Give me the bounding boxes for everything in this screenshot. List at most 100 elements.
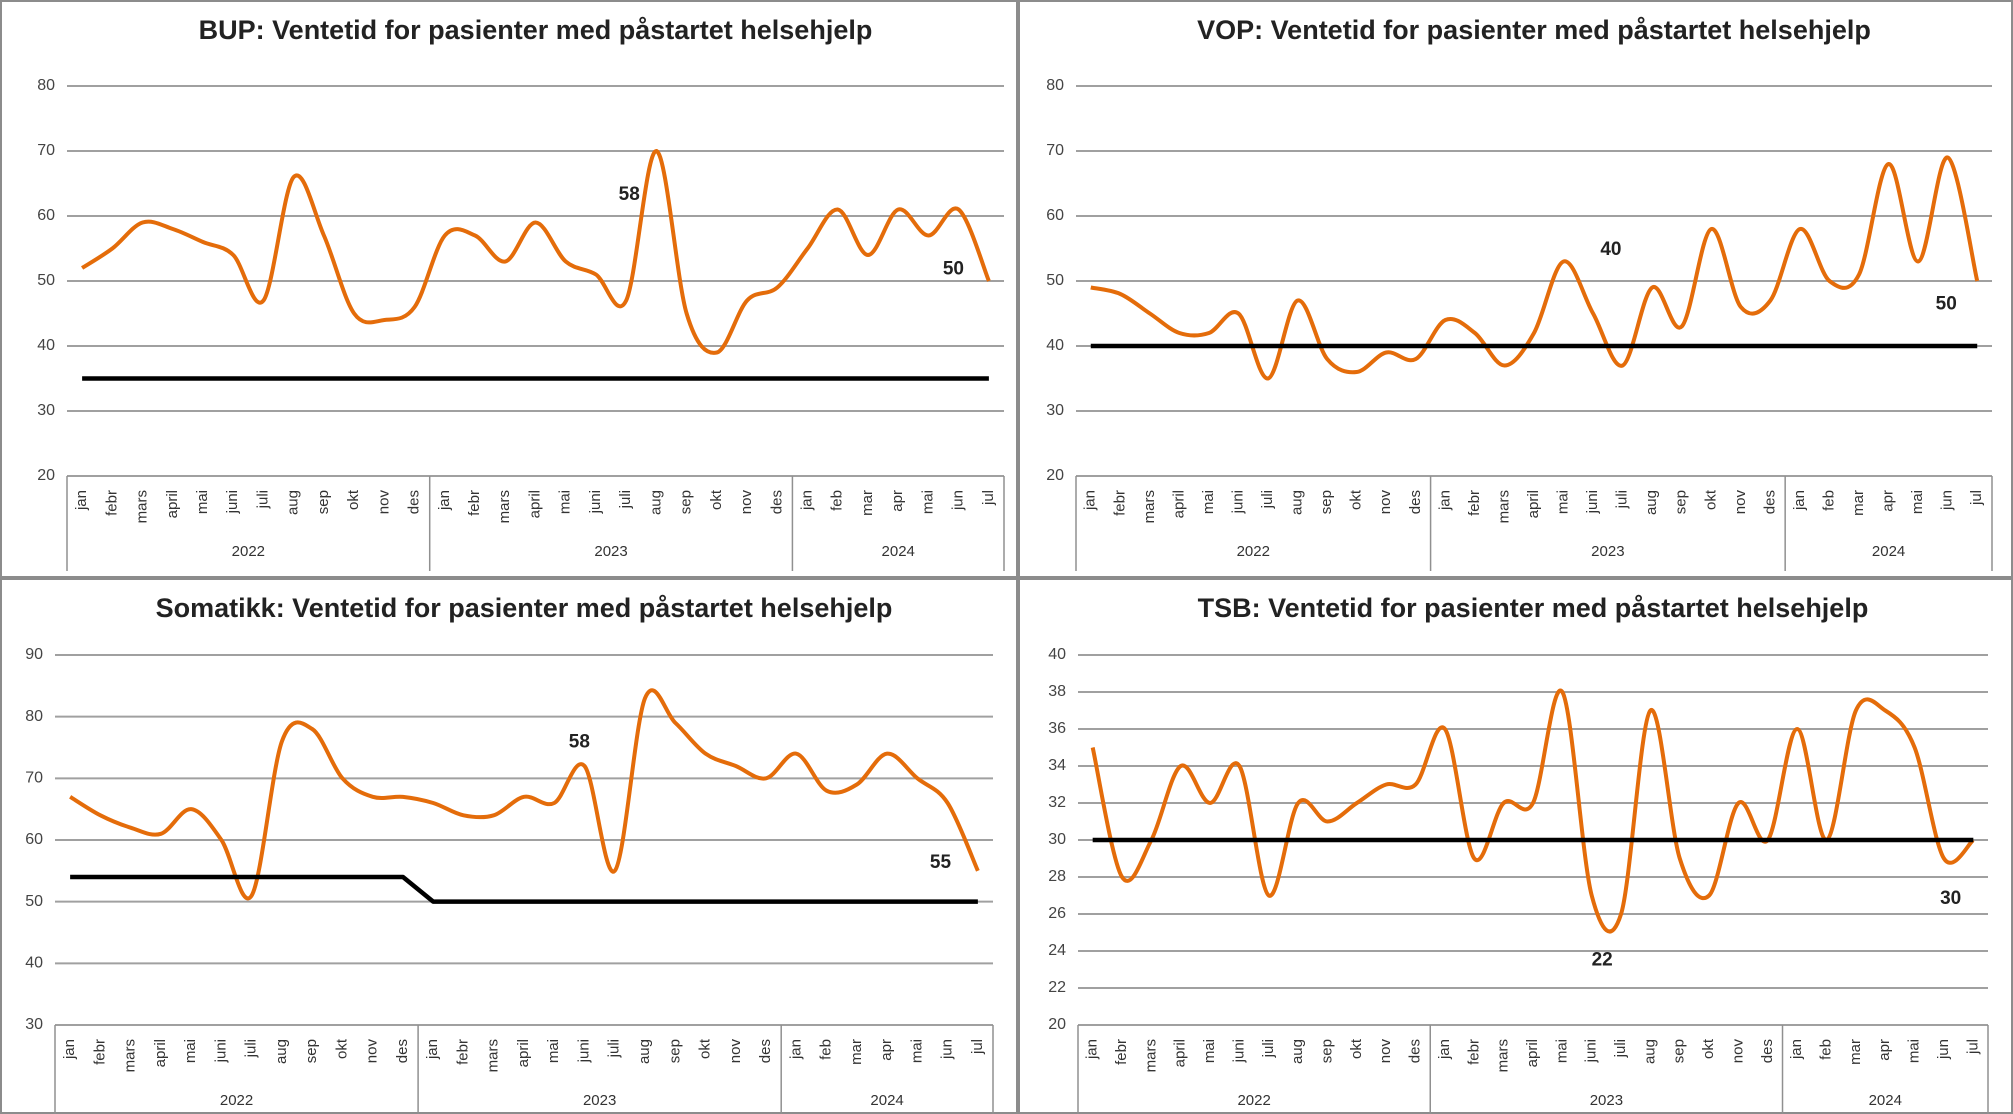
- y-tick-label: 40: [37, 337, 55, 354]
- y-tick-label: 28: [1048, 868, 1066, 885]
- x-tick-label: juni: [212, 1039, 229, 1063]
- x-tick-label: jun: [950, 490, 967, 511]
- x-tick-label: aug: [1289, 490, 1306, 515]
- x-tick-label: nov: [364, 1039, 381, 1064]
- x-tick-label: juni: [1229, 490, 1246, 514]
- x-tick-label: jul: [1968, 490, 1985, 506]
- y-tick-label: 24: [1048, 942, 1066, 959]
- x-tick-label: mars: [134, 490, 151, 523]
- x-tick-label: sep: [678, 490, 695, 514]
- x-tick-label: sep: [1318, 1039, 1335, 1063]
- x-tick-label: jan: [73, 490, 90, 511]
- x-tick-label: des: [1761, 490, 1778, 514]
- x-tick-label: feb: [829, 490, 846, 511]
- x-tick-label: jan: [61, 1039, 78, 1060]
- annotation: 50: [943, 258, 964, 279]
- x-tick-label: jan: [1082, 490, 1099, 511]
- x-tick-label: jul: [980, 490, 997, 506]
- x-tick-label: okt: [1348, 1038, 1365, 1059]
- x-group-label: 2024: [870, 1092, 903, 1109]
- y-tick-label: 38: [1048, 683, 1066, 700]
- x-tick-label: febr: [103, 490, 120, 516]
- x-tick-label: febr: [91, 1039, 108, 1065]
- x-tick-label: des: [1407, 1039, 1424, 1063]
- y-tick-label: 30: [37, 402, 55, 419]
- x-group-label: 2024: [1869, 1092, 1902, 1109]
- x-tick-label: sep: [666, 1039, 683, 1063]
- x-tick-label: apr: [1876, 1039, 1893, 1061]
- x-tick-label: nov: [727, 1039, 744, 1064]
- y-tick-label: 20: [1046, 467, 1064, 484]
- x-tick-label: mars: [1495, 1039, 1512, 1072]
- x-tick-label: des: [1407, 490, 1424, 514]
- x-tick-label: apr: [889, 490, 906, 512]
- x-tick-label: febr: [1111, 490, 1128, 516]
- chart-title: Somatikk: Ventetid for pasienter med pås…: [156, 593, 893, 623]
- x-tick-label: des: [406, 490, 423, 514]
- x-tick-label: jun: [939, 1039, 956, 1060]
- x-group-label: 2023: [594, 543, 627, 560]
- x-tick-label: mai: [1553, 1039, 1570, 1063]
- y-tick-label: 70: [25, 770, 43, 787]
- x-tick-label: mars: [1141, 490, 1158, 523]
- x-tick-label: april: [515, 1039, 532, 1067]
- annotation: 30: [1940, 888, 1961, 909]
- series-line: [1090, 155, 1980, 381]
- x-tick-label: juni: [575, 1039, 592, 1063]
- x-tick-label: sep: [303, 1039, 320, 1063]
- x-tick-label: des: [394, 1039, 411, 1063]
- x-tick-label: mar: [1850, 490, 1867, 516]
- x-tick-label: apr: [1880, 490, 1897, 512]
- x-tick-label: okt: [708, 489, 725, 510]
- y-tick-label: 80: [1046, 77, 1064, 94]
- x-tick-label: april: [1170, 490, 1187, 518]
- x-tick-label: okt: [697, 1038, 714, 1059]
- x-group-label: 2023: [583, 1092, 616, 1109]
- x-tick-label: mai: [919, 490, 936, 514]
- x-tick-label: juli: [606, 1039, 623, 1058]
- x-tick-label: mai: [1201, 1039, 1218, 1063]
- x-tick-label: mars: [496, 490, 513, 523]
- x-group-label: 2022: [220, 1092, 253, 1109]
- y-tick-label: 60: [37, 207, 55, 224]
- x-tick-label: des: [757, 1039, 774, 1063]
- x-tick-label: mars: [1495, 490, 1512, 523]
- y-tick-label: 26: [1048, 905, 1066, 922]
- x-tick-label: okt: [345, 489, 362, 510]
- x-tick-label: febr: [1465, 1039, 1482, 1065]
- x-tick-label: juni: [587, 490, 604, 514]
- x-tick-label: april: [164, 490, 181, 518]
- y-tick-label: 30: [1048, 831, 1066, 848]
- y-tick-label: 80: [37, 77, 55, 94]
- x-tick-label: jan: [1436, 490, 1453, 511]
- x-tick-label: okt: [333, 1038, 350, 1059]
- x-tick-label: juli: [1612, 1039, 1629, 1058]
- y-tick-label: 70: [1046, 142, 1064, 159]
- y-tick-label: 90: [25, 646, 43, 663]
- x-tick-label: jan: [1788, 1039, 1805, 1060]
- x-tick-label: mai: [557, 490, 574, 514]
- y-tick-label: 70: [37, 142, 55, 159]
- x-tick-label: mai: [1906, 1039, 1923, 1063]
- x-tick-label: nov: [1377, 1039, 1394, 1064]
- x-tick-label: april: [152, 1039, 169, 1067]
- x-tick-label: des: [768, 490, 785, 514]
- x-tick-label: april: [1524, 1039, 1541, 1067]
- x-tick-label: jan: [787, 1039, 804, 1060]
- x-tick-label: febr: [454, 1039, 471, 1065]
- x-tick-label: mars: [1142, 1039, 1159, 1072]
- x-tick-label: okt: [1702, 489, 1719, 510]
- x-tick-label: mars: [122, 1039, 139, 1072]
- series-line: [69, 688, 980, 901]
- y-tick-label: 80: [25, 708, 43, 725]
- x-tick-label: nov: [1377, 490, 1394, 515]
- x-tick-label: aug: [1289, 1039, 1306, 1064]
- x-tick-label: juli: [1259, 490, 1276, 509]
- y-tick-label: 36: [1048, 720, 1066, 737]
- x-tick-label: juni: [1584, 490, 1601, 514]
- y-tick-label: 50: [37, 272, 55, 289]
- x-group-label: 2023: [1590, 1092, 1623, 1109]
